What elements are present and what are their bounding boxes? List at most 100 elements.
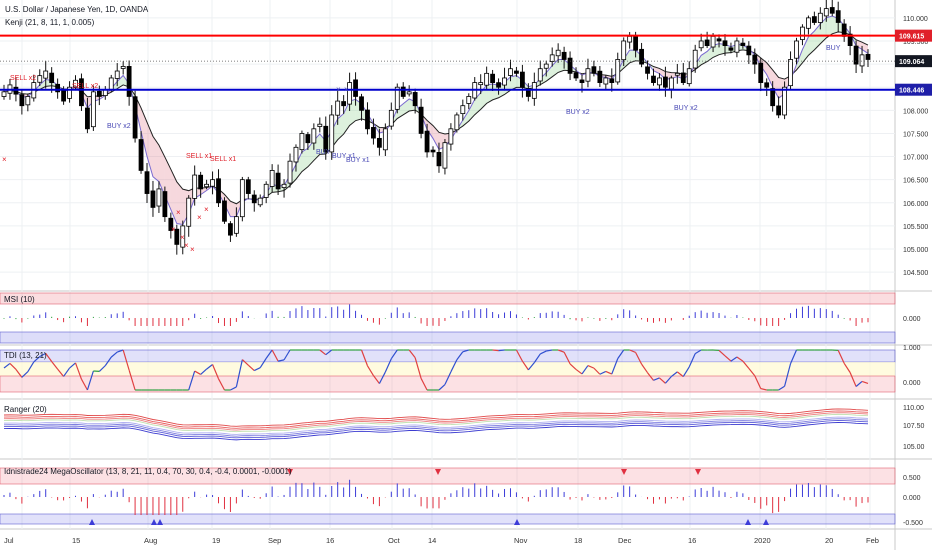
candle-body <box>770 88 776 107</box>
tdi-line-segment <box>211 364 220 380</box>
candle <box>269 164 275 193</box>
tdi-line-segment <box>128 369 136 391</box>
candle-body <box>657 77 662 86</box>
candle-body <box>424 130 430 153</box>
candle-body <box>305 134 311 144</box>
candle <box>478 74 484 95</box>
ranger-tick-label: 110.00 <box>903 405 924 412</box>
candle <box>228 221 233 242</box>
candle-body <box>537 68 543 82</box>
candle-body <box>25 96 31 106</box>
tdi-line-segment <box>33 356 41 363</box>
tdi-tick-label: 1.000 <box>903 345 921 352</box>
candle-body <box>347 82 353 105</box>
candle <box>627 32 633 49</box>
ma-cloud-segment <box>433 125 439 150</box>
tdi-line-segment <box>104 356 112 366</box>
candle-body <box>859 54 865 67</box>
candle <box>859 45 865 74</box>
candle-body <box>436 151 442 167</box>
tdi-line-segment <box>74 362 83 380</box>
x-axis-label: 15 <box>72 536 80 545</box>
ma-cloud-segment <box>343 101 350 135</box>
candle <box>561 46 567 69</box>
candle-body <box>150 190 156 208</box>
sell-triangle-icon <box>621 469 627 475</box>
buy-triangle-icon <box>763 519 769 525</box>
candle-body <box>311 128 317 144</box>
candle-body <box>394 86 400 110</box>
candle <box>406 85 412 97</box>
candle <box>722 34 728 56</box>
ma-cloud-segment <box>558 59 565 73</box>
candle <box>585 58 591 88</box>
candle-body <box>794 40 799 59</box>
signal-marker: × <box>2 155 7 164</box>
candle <box>233 207 239 237</box>
tdi-line-segment <box>664 376 672 384</box>
buy-triangle-icon <box>157 519 163 525</box>
tdi-line-segment <box>45 352 53 362</box>
candle <box>436 142 442 173</box>
candle-body <box>114 70 120 79</box>
candle <box>514 66 519 77</box>
tdi-line-segment <box>325 349 333 356</box>
candle <box>120 61 126 75</box>
candle-body <box>168 217 174 231</box>
tdi-line-segment <box>849 372 857 387</box>
candle-body <box>722 40 728 47</box>
candle-body <box>412 92 418 107</box>
candle-body <box>567 57 573 74</box>
tdi-line-segment <box>39 352 46 358</box>
tdi-line-segment <box>635 352 643 365</box>
ranger-tick-label: 105.00 <box>903 444 925 451</box>
tdi-line-segment <box>277 359 285 362</box>
candle <box>520 64 525 98</box>
tdi-line-segment <box>754 375 762 389</box>
candle <box>192 165 198 206</box>
tdi-line-segment <box>682 366 690 377</box>
signal-marker: × <box>184 241 189 250</box>
tdi-line-segment <box>206 364 213 370</box>
resistance-price-label: 109.615 <box>899 34 924 41</box>
candle <box>752 48 758 74</box>
tdi-line-segment <box>462 349 469 353</box>
tdi-line-segment <box>540 350 547 355</box>
candle <box>466 93 472 110</box>
tdi-line-segment <box>581 365 589 375</box>
tdi-line-segment <box>80 378 88 391</box>
tdi-line-segment <box>200 368 207 375</box>
candle-body <box>776 105 782 116</box>
candle <box>823 0 829 22</box>
tdi-line-segment <box>390 349 398 360</box>
tdi-line-segment <box>188 370 196 391</box>
candle-body <box>293 146 299 163</box>
buy-triangle-icon <box>89 519 95 525</box>
candle-body <box>388 109 394 127</box>
tdi-line-segment <box>27 361 35 373</box>
candle <box>317 117 323 133</box>
candle-body <box>597 70 603 83</box>
candle <box>382 123 388 156</box>
candle <box>597 66 603 87</box>
candle <box>204 179 209 190</box>
candle-body <box>686 68 692 85</box>
tdi-line-segment <box>730 356 738 362</box>
tdi-line-segment <box>283 349 291 361</box>
candle-body <box>853 45 859 65</box>
candle-body <box>341 101 347 107</box>
signal-marker: × <box>176 208 181 217</box>
candle-body <box>525 88 531 97</box>
candle-body <box>609 78 615 83</box>
candle-body <box>615 59 621 83</box>
tdi-line-segment <box>194 370 201 375</box>
candle-body <box>674 72 680 76</box>
ma-cloud-segment <box>707 45 714 62</box>
candle-body <box>603 77 609 85</box>
x-axis-label: Feb <box>866 536 879 545</box>
candle-body <box>704 39 710 47</box>
signal-buy-label: BUY <box>316 149 331 156</box>
tdi-line-segment <box>235 359 243 388</box>
price-tick-label: 106.000 <box>903 201 928 208</box>
